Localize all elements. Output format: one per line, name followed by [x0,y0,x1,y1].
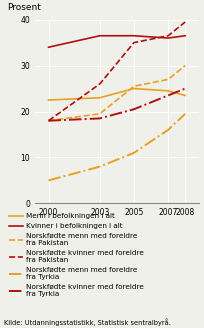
Legend: Menn i befolkningen i alt, Kvinner i befolkningen i alt, Norskfødte menn med for: Menn i befolkningen i alt, Kvinner i bef… [6,210,146,300]
Text: Prosent: Prosent [7,3,41,12]
Text: Kilde: Utdanningsstatistikk, Statistisk sentralbyrå.: Kilde: Utdanningsstatistikk, Statistisk … [4,319,170,326]
